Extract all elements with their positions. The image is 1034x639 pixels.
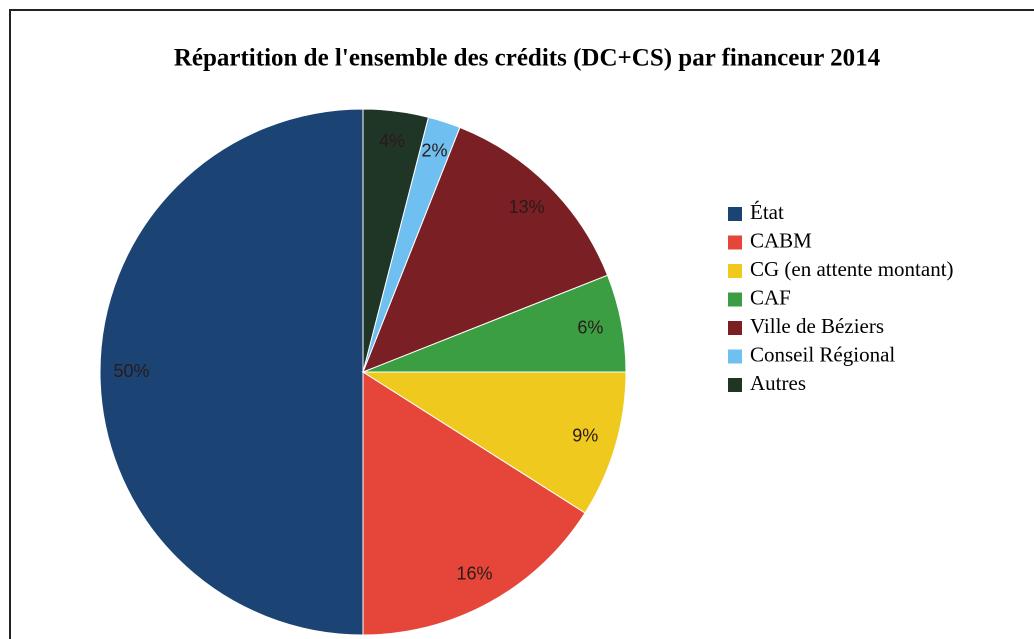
pie-slice (362, 371, 586, 636)
legend-swatch (728, 264, 742, 278)
legend-label: CG (en attente montant) (750, 257, 954, 281)
pie-slice (361, 371, 627, 514)
legend-swatch (728, 321, 742, 335)
frame (9, 9, 1034, 639)
value-label: 6% (577, 317, 603, 337)
legend-swatch (728, 207, 742, 221)
legend-label: CABM (750, 228, 812, 252)
legend-label: État (750, 200, 784, 224)
legend-label: CAF (750, 285, 791, 309)
pie-slice (99, 108, 364, 636)
value-label: 50% (114, 361, 150, 381)
legend-label: Conseil Régional (750, 342, 895, 366)
value-label: 4% (379, 131, 405, 151)
pie-slice (362, 126, 609, 373)
value-label: 13% (509, 197, 545, 217)
value-label: 2% (422, 141, 448, 161)
legend-swatch (728, 378, 742, 392)
value-label: 9% (572, 425, 598, 445)
legend-label: Autres (750, 371, 806, 395)
legend-swatch (728, 292, 742, 307)
value-label: 16% (456, 564, 492, 584)
legend-swatch (728, 349, 742, 364)
legend-label: Ville de Béziers (750, 314, 884, 338)
pie-slice (362, 108, 430, 373)
legend-swatch (728, 235, 742, 250)
chart-title: Répartition de l'ensemble des crédits (D… (174, 45, 881, 72)
